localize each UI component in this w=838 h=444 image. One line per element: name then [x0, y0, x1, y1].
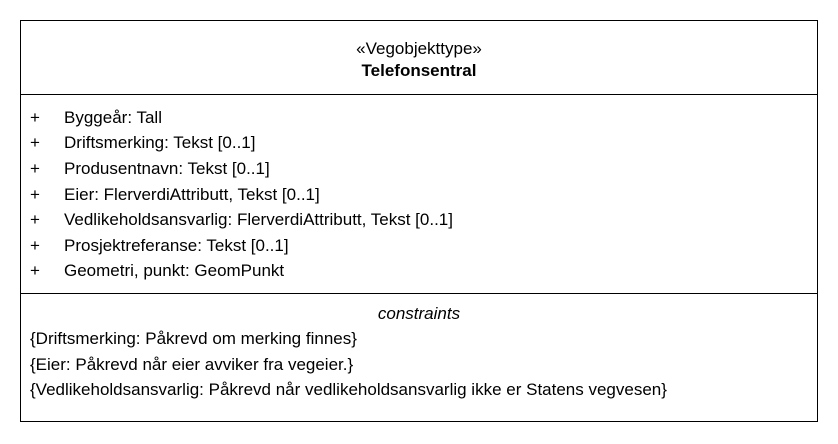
class-header: «Vegobjekttype» Telefonsentral: [21, 21, 817, 95]
attribute-text: Vedlikeholdsansvarlig: FlerverdiAttribut…: [64, 210, 453, 230]
attribute-row: + Driftsmerking: Tekst [0..1]: [21, 131, 817, 157]
attribute-text: Prosjektreferanse: Tekst [0..1]: [64, 235, 289, 255]
visibility-marker: +: [30, 184, 40, 204]
visibility-marker: +: [30, 107, 40, 127]
constraint-item: {Driftsmerking: Påkrevd om merking finne…: [30, 329, 357, 348]
attribute-text: Geometri, punkt: GeomPunkt: [64, 261, 285, 281]
attribute-row: + Prosjektreferanse: Tekst [0..1]: [21, 233, 817, 259]
attribute-row: + Produsentnavn: Tekst [0..1]: [21, 156, 817, 182]
constraints-title: constraints: [377, 304, 461, 323]
visibility-marker: +: [30, 235, 40, 255]
class-stereotype: «Vegobjekttype»: [356, 39, 482, 58]
attribute-text: Produsentnavn: Tekst [0..1]: [64, 158, 270, 178]
visibility-marker: +: [30, 133, 40, 153]
visibility-marker: +: [30, 210, 40, 230]
attribute-text: Driftsmerking: Tekst [0..1]: [64, 133, 256, 153]
uml-class-box: «Vegobjekttype» Telefonsentral + Byggeår…: [20, 20, 818, 422]
attribute-row: + Byggeår: Tall: [21, 105, 817, 131]
attribute-text: Byggeår: Tall: [64, 107, 162, 127]
constraints-compartment: constraints {Driftsmerking: Påkrevd om m…: [21, 294, 817, 403]
attribute-row: + Geometri, punkt: GeomPunkt: [21, 259, 817, 285]
attribute-row: + Vedlikeholdsansvarlig: FlerverdiAttrib…: [21, 207, 817, 233]
attribute-text: Eier: FlerverdiAttributt, Tekst [0..1]: [64, 184, 320, 204]
class-name: Telefonsentral: [361, 61, 477, 80]
visibility-marker: +: [30, 158, 40, 178]
constraint-item: {Vedlikeholdsansvarlig: Påkrevd når vedl…: [30, 380, 667, 399]
visibility-marker: +: [30, 261, 40, 281]
attribute-row: + Eier: FlerverdiAttributt, Tekst [0..1]: [21, 182, 817, 208]
attributes-compartment: + Byggeår: Tall + Driftsmerking: Tekst […: [21, 95, 817, 294]
constraint-item: {Eier: Påkrevd når eier avviker fra vege…: [30, 354, 354, 374]
